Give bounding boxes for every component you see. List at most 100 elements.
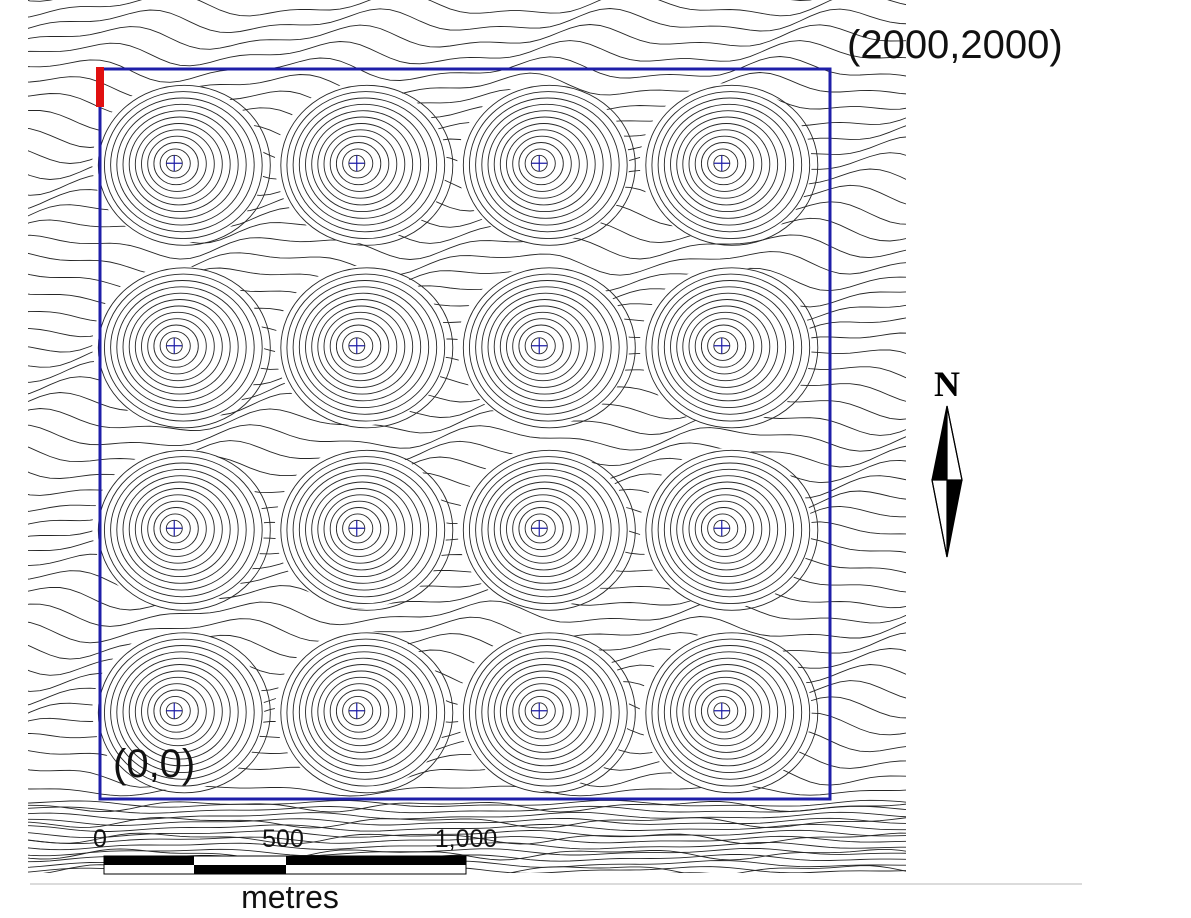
hill-contour-ring: [122, 292, 239, 402]
hill-contour-ring: [153, 507, 199, 551]
hill-contour-ring: [694, 318, 755, 375]
hill-contour-ring: [335, 142, 382, 186]
hill-contour-ring: [663, 103, 795, 226]
hill-contour-ring: [134, 488, 223, 571]
hill-contour-ring: [663, 651, 795, 774]
hill-contour-ring: [506, 676, 580, 747]
hill-contour-ring: [311, 299, 414, 395]
hill-contour-ring: [493, 664, 596, 760]
hill-contour-ring: [103, 91, 263, 240]
hill-contour-ring: [116, 286, 247, 409]
hill-contour-ring: [342, 695, 374, 726]
hill-contour-ring: [292, 280, 438, 415]
hill-contour-ring: [518, 689, 564, 733]
hill-contour-ring: [159, 695, 191, 726]
hill-contour-ring: [97, 267, 271, 429]
hill-contour-ring: [311, 481, 414, 578]
hill-contour-ring: [153, 142, 199, 186]
hill-contour-ring: [694, 683, 755, 740]
study-area-boundary: [98, 67, 832, 801]
hill-contour-ring: [122, 110, 239, 219]
hill-contour-ring: [462, 84, 636, 246]
hill-contour-ring: [524, 330, 556, 361]
terrain-contour-line: [28, 40, 906, 67]
hill-contour-ring: [122, 657, 239, 767]
hill-contour-ring: [682, 305, 771, 388]
hill-contour-ring: [657, 97, 803, 233]
hill-contour-ring: [670, 110, 787, 219]
hill-contour-ring: [481, 103, 612, 226]
hill-2-3: [457, 265, 636, 429]
hill-contour-ring: [116, 651, 247, 774]
hill-contour-ring: [141, 129, 215, 199]
hill-1-1: [92, 83, 271, 246]
hill-contour-ring: [323, 494, 398, 564]
scale-tick-500: 500: [262, 825, 304, 853]
hill-contour-ring: [481, 286, 612, 409]
hill-3-2: [274, 448, 454, 611]
hill-contour-ring: [707, 695, 739, 726]
hill-contour-ring: [342, 513, 374, 544]
terrain-contour-line: [28, 800, 906, 813]
hill-contour-ring: [518, 142, 564, 186]
terrain-contour-line: [28, 24, 906, 50]
hill-contour-ring: [518, 324, 564, 368]
scale-bar: 0 500 1,000 metres: [93, 825, 497, 915]
hill-contour-ring: [651, 91, 811, 240]
hill-contour-ring: [670, 657, 787, 767]
hill-3-3: [457, 448, 636, 611]
hill-contour-ring: [707, 513, 739, 544]
north-arrow-icon: [931, 405, 963, 558]
terrain-contour-line: [28, 424, 906, 452]
scale-segment-1: [104, 856, 194, 865]
hill-contour-ring: [657, 645, 803, 780]
hill-contour-ring: [317, 670, 406, 753]
hill-contour-ring: [305, 110, 422, 219]
hill-contour-ring: [512, 318, 572, 375]
hill-contour-ring: [159, 148, 191, 179]
hill-contour-ring: [317, 305, 406, 388]
hill-contour-ring: [110, 280, 255, 415]
terrain-contour-line: [28, 841, 906, 851]
hill-contour-ring: [481, 651, 612, 774]
hill-contour-ring: [663, 468, 795, 591]
hill-contour-ring: [292, 97, 438, 233]
hill-contour-ring: [298, 468, 430, 591]
hill-contour-ring: [329, 500, 390, 557]
hill-contour-ring: [670, 292, 787, 402]
hill-contour-ring: [305, 475, 422, 584]
hill-contour-ring: [141, 676, 215, 747]
hill-contour-ring: [475, 97, 620, 233]
hill-contour-ring: [280, 449, 454, 611]
hill-contour-ring: [134, 305, 223, 388]
hill-contour-ring: [97, 632, 271, 794]
hill-contour-ring: [506, 494, 580, 564]
hill-contour-ring: [116, 468, 247, 591]
hill-contour-ring: [670, 475, 787, 584]
summit-cross-icon: [531, 520, 548, 537]
hill-contour-ring: [493, 116, 596, 213]
scale-unit-label: metres: [241, 879, 339, 915]
hill-contour-ring: [305, 657, 422, 767]
hill-contour-ring: [676, 481, 779, 578]
hill-contour-ring: [103, 273, 263, 422]
hill-3-4: [639, 448, 819, 611]
summit-cross-icon: [713, 155, 730, 172]
hill-contour-ring: [159, 513, 191, 544]
hill-contour-ring: [688, 494, 763, 564]
hill-contour-ring: [512, 500, 572, 557]
hill-4-1: [92, 630, 271, 794]
hill-contour-ring: [651, 273, 811, 422]
hill-contour-ring: [280, 267, 454, 429]
hill-contour-ring: [506, 129, 580, 199]
hill-contour-ring: [475, 645, 620, 780]
hill-contour-ring: [335, 507, 382, 551]
hill-contour-ring: [128, 116, 231, 213]
hill-contour-ring: [298, 286, 430, 409]
hill-2-2: [274, 265, 454, 429]
hill-contour-ring: [499, 123, 588, 206]
scale-segment-3: [286, 856, 466, 865]
hill-contour-ring: [700, 689, 747, 733]
summit-cross-icon: [166, 337, 183, 354]
hill-contour-ring: [688, 676, 763, 747]
